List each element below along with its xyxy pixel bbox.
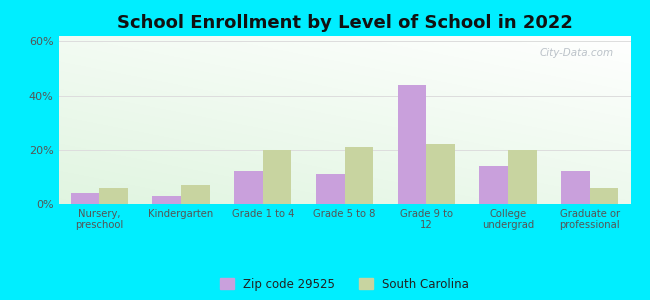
Bar	[99, 188, 128, 204]
Bar	[479, 166, 508, 204]
Text: City-Data.com: City-Data.com	[540, 48, 614, 58]
Bar	[263, 150, 291, 204]
Bar	[508, 150, 536, 204]
Title: School Enrollment by Level of School in 2022: School Enrollment by Level of School in …	[116, 14, 573, 32]
Bar	[344, 147, 373, 204]
Bar	[71, 193, 99, 204]
Bar	[234, 172, 263, 204]
Bar	[153, 196, 181, 204]
Bar	[590, 188, 618, 204]
Bar	[426, 144, 455, 204]
Legend: Zip code 29525, South Carolina: Zip code 29525, South Carolina	[215, 273, 474, 296]
Bar	[398, 85, 426, 204]
Bar	[561, 172, 590, 204]
Bar	[181, 185, 210, 204]
Bar	[316, 174, 344, 204]
